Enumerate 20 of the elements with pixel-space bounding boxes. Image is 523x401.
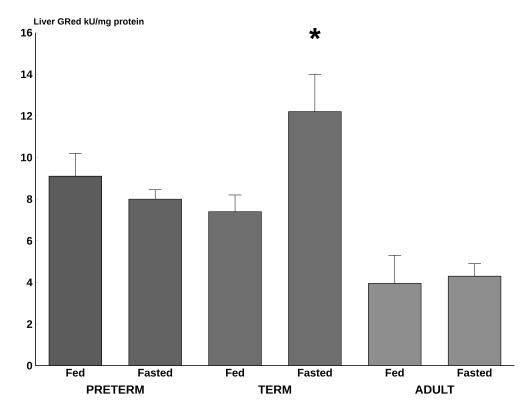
x-tick-label: Fasted xyxy=(138,368,172,377)
y-tick-label: 14 xyxy=(21,70,33,78)
x-tick-label: Fasted xyxy=(458,368,492,377)
y-tick-label: 6 xyxy=(26,236,32,245)
x-tick-label: Fasted xyxy=(298,368,332,377)
y-tick-label: 10 xyxy=(21,154,32,162)
y-tick-label: 12 xyxy=(21,112,32,120)
text: ADULT xyxy=(415,385,454,394)
y-tick-label: 2 xyxy=(26,320,32,328)
y-tick-label: 4 xyxy=(26,278,33,286)
y-axis-title: Liver GRed kU/mg protein xyxy=(34,18,144,26)
text: TERM xyxy=(258,385,292,394)
y-tick-label: 0 xyxy=(26,362,32,370)
text: PRETERM xyxy=(86,385,144,394)
annotation: * xyxy=(309,28,321,40)
x-tick-label: Fed xyxy=(226,368,244,377)
y-tick-label: 16 xyxy=(21,28,32,36)
y-tick-label: 8 xyxy=(26,195,32,203)
x-tick-label: Fed xyxy=(386,368,404,377)
x-tick-label: Fed xyxy=(66,368,84,377)
